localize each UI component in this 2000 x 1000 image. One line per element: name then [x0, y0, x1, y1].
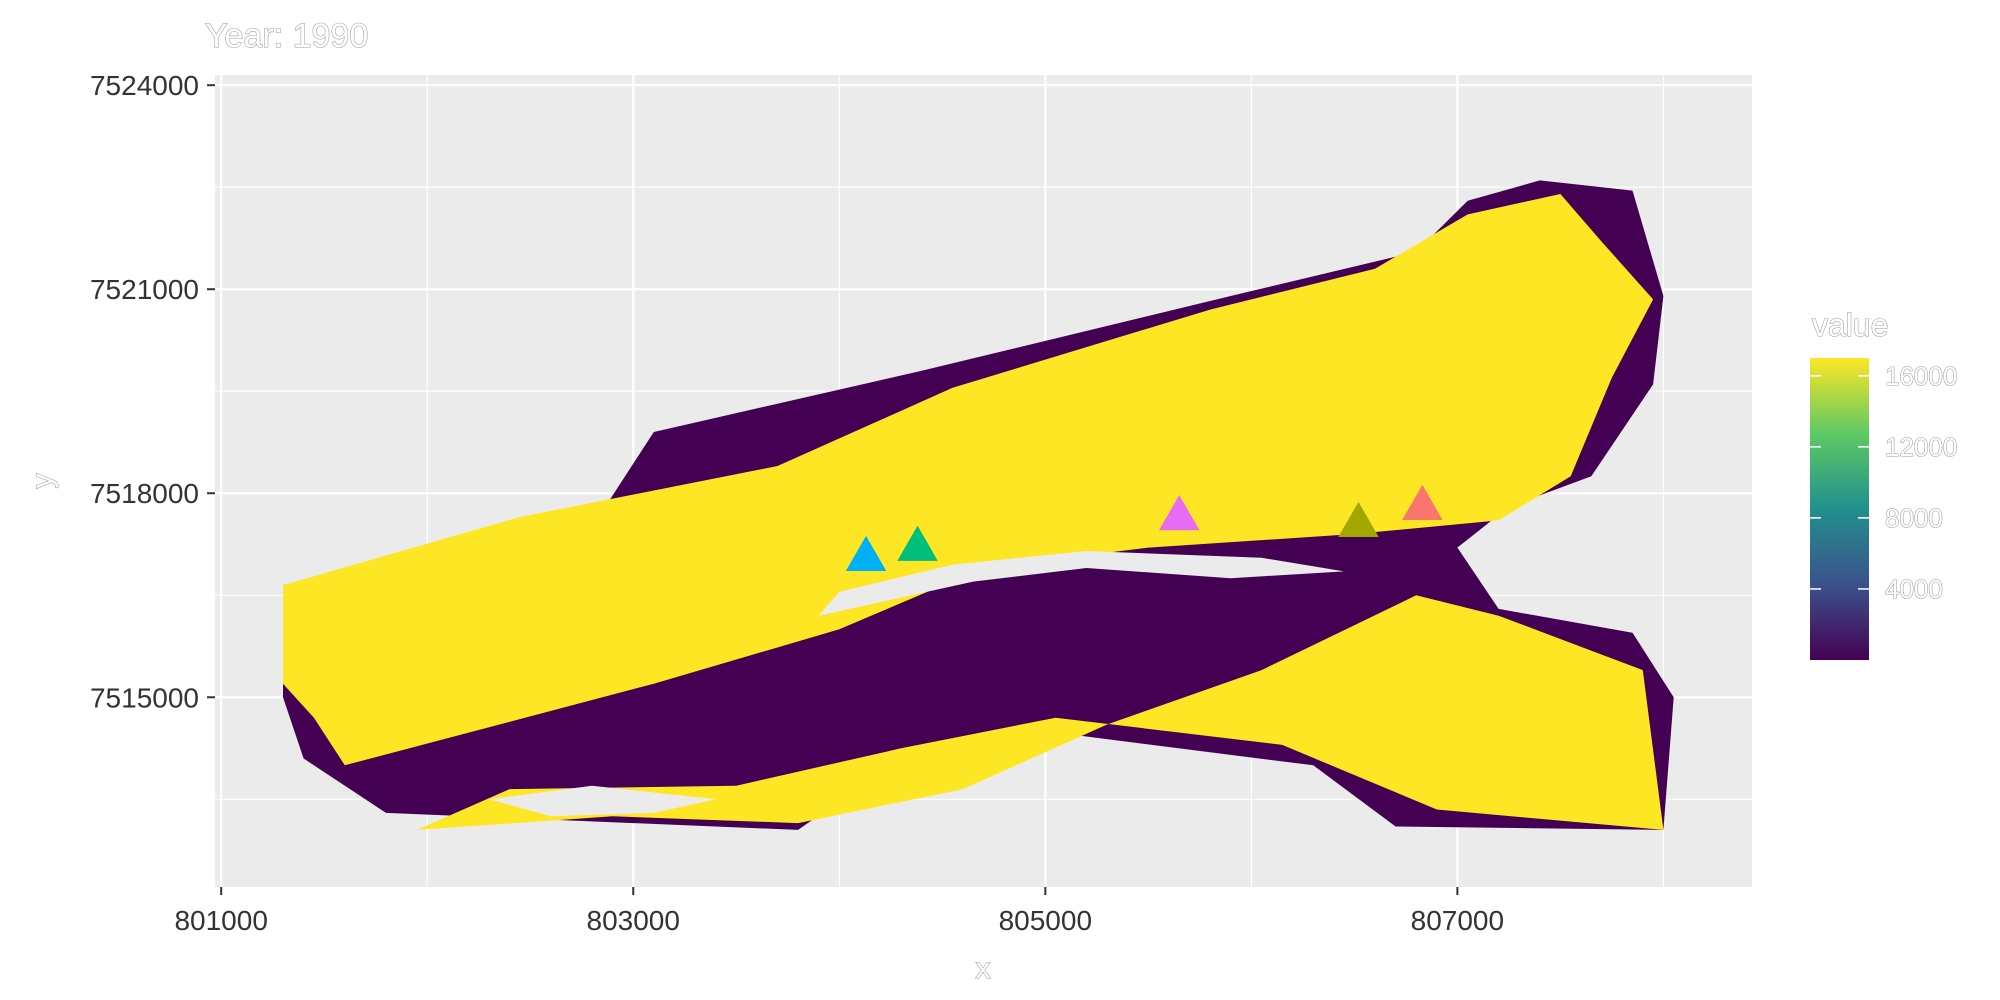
y-tick-label: 7515000	[90, 682, 199, 713]
y-axis: 7515000 7518000 7521000 7524000	[90, 70, 215, 713]
triangle-marker	[1158, 495, 1200, 531]
point-markers	[845, 484, 1443, 572]
y-tick-label: 7518000	[90, 478, 199, 509]
y-axis-title: y	[26, 474, 59, 489]
legend-tick-label: 4000	[1885, 574, 1943, 604]
raster-region	[818, 551, 1345, 616]
y-tick-label: 7524000	[90, 70, 199, 101]
triangle-marker	[845, 535, 887, 572]
y-tick-label: 7521000	[90, 274, 199, 305]
triangle-marker	[1402, 484, 1443, 521]
legend-tick-label: 8000	[1885, 503, 1943, 533]
triangle-marker	[1338, 501, 1379, 538]
x-tick-label: 807000	[1411, 905, 1504, 936]
x-tick-label: 801000	[174, 905, 267, 936]
raster-region	[283, 194, 1654, 766]
triangle-marker	[897, 525, 938, 561]
chart-title: Year: 1990	[205, 17, 368, 55]
x-axis-title: x	[976, 952, 991, 985]
legend-colorbar	[1810, 358, 1869, 660]
raster-region	[489, 785, 716, 817]
x-tick-label: 803000	[587, 905, 680, 936]
raster-layer	[283, 180, 1674, 830]
legend-tick-label: 16000	[1885, 361, 1957, 391]
x-axis: 801000 803000 805000 807000	[174, 887, 1504, 936]
legend-ticks: 4000 8000 12000 16000	[1810, 360, 1958, 604]
raster-region	[416, 595, 1664, 830]
x-tick-label: 805000	[999, 905, 1092, 936]
legend: value 4000 8000 12000 16000	[1810, 306, 1958, 660]
legend-tick-label: 12000	[1885, 432, 1957, 462]
legend-title: value	[1812, 307, 1889, 343]
